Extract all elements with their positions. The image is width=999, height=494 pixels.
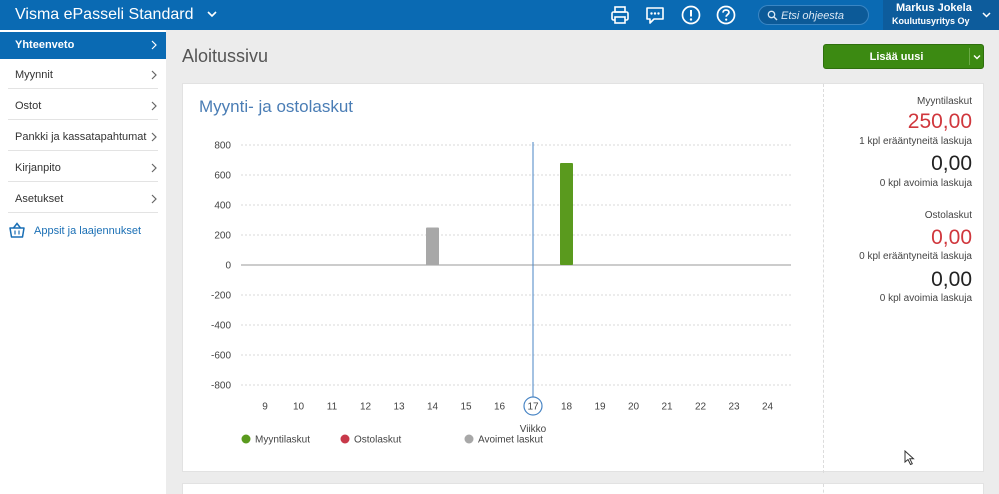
x-axis-label: Viikko bbox=[520, 424, 547, 435]
legend-label: Avoimet laskut bbox=[478, 435, 543, 446]
sidebar-item-label: Myynnit bbox=[15, 69, 53, 81]
sidebar-item-ostot[interactable]: Ostot bbox=[0, 93, 166, 120]
chevron-right-icon bbox=[151, 132, 157, 142]
divider bbox=[8, 212, 158, 213]
x-tick-label: 11 bbox=[327, 402, 338, 413]
x-tick-label: 19 bbox=[594, 402, 606, 413]
divider bbox=[8, 150, 158, 151]
divider bbox=[8, 88, 158, 89]
x-tick-label: 10 bbox=[293, 402, 305, 413]
invoice-summary: Myyntilaskut 250,00 1 kpl erääntyneitä l… bbox=[824, 84, 972, 473]
legend-marker bbox=[340, 434, 350, 444]
user-name: Markus Jokela bbox=[896, 2, 972, 14]
x-tick-label: 23 bbox=[728, 402, 740, 413]
mouse-cursor-icon bbox=[904, 450, 915, 466]
x-tick-label: 21 bbox=[661, 402, 673, 413]
y-tick-label: -800 bbox=[211, 381, 231, 392]
chevron-right-icon bbox=[151, 70, 157, 80]
chevron-right-icon bbox=[151, 40, 157, 50]
x-tick-label: 20 bbox=[628, 402, 640, 413]
chart-title: Myynti- ja ostolaskut bbox=[199, 97, 353, 116]
sales-overdue-label: 1 kpl erääntyneitä laskuja bbox=[859, 136, 972, 147]
sidebar-item-label: Pankki ja kassatapahtumat bbox=[15, 131, 147, 143]
sidebar-item-label: Ostot bbox=[15, 100, 42, 112]
purchase-heading: Ostolaskut bbox=[924, 210, 972, 221]
invoices-card: Myynti- ja ostolaskut 800 600 400 200 0 -200 -… bbox=[182, 83, 984, 473]
chevron-right-icon bbox=[151, 163, 157, 173]
sidebar-item-myynnit[interactable]: Myynnit bbox=[0, 62, 166, 89]
purchase-open-value[interactable]: 0,00 bbox=[931, 268, 972, 291]
apps-link[interactable]: Appsit ja laajennukset bbox=[8, 222, 166, 242]
bar bbox=[560, 163, 573, 265]
chevron-down-icon[interactable] bbox=[981, 9, 992, 20]
x-tick-label: 14 bbox=[427, 402, 439, 413]
sidebar: Yhteenveto Myynnit Ostot Pankki ja kassa… bbox=[0, 30, 166, 494]
search-input[interactable] bbox=[781, 8, 865, 23]
x-tick-label: 18 bbox=[561, 402, 573, 413]
printer-icon[interactable] bbox=[609, 4, 631, 26]
x-tick-label: 24 bbox=[762, 402, 774, 413]
sidebar-item-label: Yhteenveto bbox=[15, 39, 75, 51]
chevron-down-icon[interactable] bbox=[972, 52, 982, 62]
y-tick-label: -600 bbox=[211, 351, 231, 362]
user-menu[interactable]: Markus Jokela Koulutusyritys Oy bbox=[883, 0, 999, 30]
x-tick-label: 15 bbox=[460, 402, 472, 413]
sidebar-item-kirjanpito[interactable]: Kirjanpito bbox=[0, 155, 166, 182]
chevron-down-icon[interactable] bbox=[205, 7, 219, 21]
x-tick-label: 16 bbox=[494, 402, 506, 413]
x-tick-label: 22 bbox=[695, 402, 707, 413]
app-title[interactable]: Visma ePasseli Standard bbox=[15, 6, 194, 23]
add-new-label: Lisää uusi bbox=[869, 51, 924, 63]
chat-icon[interactable] bbox=[644, 4, 666, 26]
search-icon bbox=[767, 10, 778, 21]
user-company: Koulutusyritys Oy bbox=[892, 16, 970, 26]
y-tick-label: -200 bbox=[211, 291, 231, 302]
purchase-overdue-value[interactable]: 0,00 bbox=[931, 226, 972, 249]
y-tick-label: 0 bbox=[225, 261, 231, 272]
basket-icon bbox=[9, 222, 25, 238]
sidebar-item-yhteenveto[interactable]: Yhteenveto bbox=[0, 32, 166, 59]
sidebar-item-label: Kirjanpito bbox=[15, 162, 61, 174]
page-title: Aloitussivu bbox=[182, 46, 269, 66]
sales-open-label: 0 kpl avoimia laskuja bbox=[879, 178, 972, 189]
sidebar-item-asetukset[interactable]: Asetukset bbox=[0, 186, 166, 213]
x-tick-label: 13 bbox=[393, 402, 405, 413]
alert-icon[interactable] bbox=[680, 4, 702, 26]
y-tick-label: 800 bbox=[214, 141, 231, 152]
bar bbox=[426, 227, 439, 265]
divider bbox=[8, 181, 158, 182]
apps-link-label: Appsit ja laajennukset bbox=[34, 225, 142, 237]
current-week-marker bbox=[523, 396, 543, 416]
search-box[interactable] bbox=[758, 5, 869, 25]
legend-marker bbox=[464, 434, 474, 444]
x-tick-label: 9 bbox=[262, 402, 268, 413]
legend-label: Ostolaskut bbox=[354, 435, 401, 446]
purchase-overdue-label: 0 kpl erääntyneitä laskuja bbox=[859, 251, 972, 262]
sidebar-item-pankki[interactable]: Pankki ja kassatapahtumat bbox=[0, 124, 166, 151]
purchase-open-label: 0 kpl avoimia laskuja bbox=[879, 293, 972, 304]
x-tick-label: 17 bbox=[527, 402, 539, 413]
chevron-right-icon bbox=[151, 194, 157, 204]
invoices-chart: 800 600 400 200 0 -200 -400 -600 -800 9 10 11 12 13 14… bbox=[211, 141, 791, 446]
divider bbox=[823, 84, 824, 473]
sidebar-item-label: Asetukset bbox=[15, 193, 64, 205]
legend-label: Myyntilaskut bbox=[255, 435, 310, 446]
sales-open-value[interactable]: 0,00 bbox=[931, 152, 972, 175]
divider bbox=[8, 119, 158, 120]
second-card bbox=[182, 483, 984, 494]
sales-overdue-value[interactable]: 250,00 bbox=[907, 110, 972, 133]
add-new-button[interactable]: Lisää uusi bbox=[823, 44, 984, 69]
top-bar: Visma ePasseli Standard Markus Jokela Ko… bbox=[0, 0, 999, 30]
divider bbox=[969, 48, 970, 65]
help-icon[interactable] bbox=[715, 4, 737, 26]
y-tick-label: 400 bbox=[214, 201, 231, 212]
y-tick-label: 600 bbox=[214, 171, 231, 182]
legend-marker bbox=[241, 434, 251, 444]
sales-heading: Myyntilaskut bbox=[916, 96, 972, 107]
y-tick-label: -400 bbox=[211, 321, 231, 332]
y-tick-label: 200 bbox=[214, 231, 231, 242]
divider bbox=[823, 484, 824, 494]
chevron-right-icon bbox=[151, 101, 157, 111]
x-tick-label: 12 bbox=[360, 402, 372, 413]
